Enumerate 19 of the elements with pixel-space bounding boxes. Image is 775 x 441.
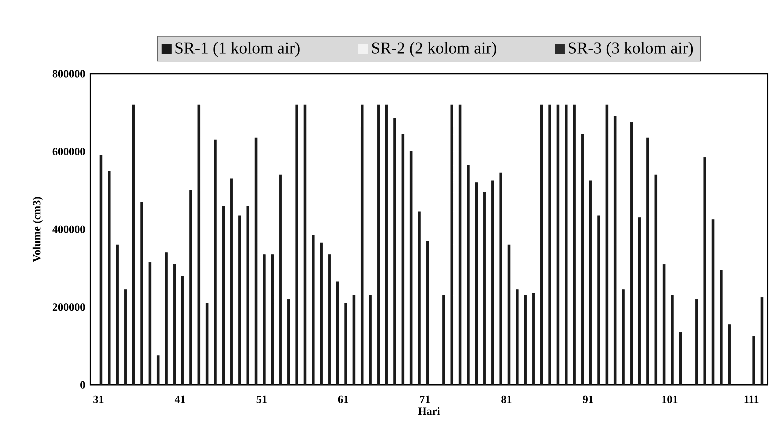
legend-label: SR-2 (2 kolom air) bbox=[372, 42, 496, 58]
x-axis-title: Hari bbox=[418, 407, 440, 416]
x-tick-label: 31 bbox=[94, 396, 104, 404]
legend-label: SR-1 (1 kolom air) bbox=[176, 42, 300, 58]
x-tick-label: 51 bbox=[256, 396, 267, 404]
y-tick-label: 800000 bbox=[52, 70, 86, 78]
x-tick-label: 61 bbox=[338, 396, 349, 404]
legend-label: SR-3 (3 kolom air) bbox=[568, 42, 694, 58]
x-tick-label: 91 bbox=[583, 396, 594, 404]
x-tick-label: 101 bbox=[662, 396, 678, 404]
y-tick-label: 0 bbox=[80, 381, 86, 389]
x-tick-label: 41 bbox=[174, 396, 186, 404]
y-axis-title: Volume (cm3) bbox=[32, 197, 43, 262]
y-tick-label: 200000 bbox=[52, 304, 86, 312]
x-tick-label: 81 bbox=[502, 396, 512, 404]
x-tick-label: 111 bbox=[744, 396, 759, 404]
y-tick-label: 600000 bbox=[52, 148, 86, 156]
y-tick-label: 400000 bbox=[52, 226, 86, 234]
x-tick-label: 71 bbox=[420, 396, 430, 404]
